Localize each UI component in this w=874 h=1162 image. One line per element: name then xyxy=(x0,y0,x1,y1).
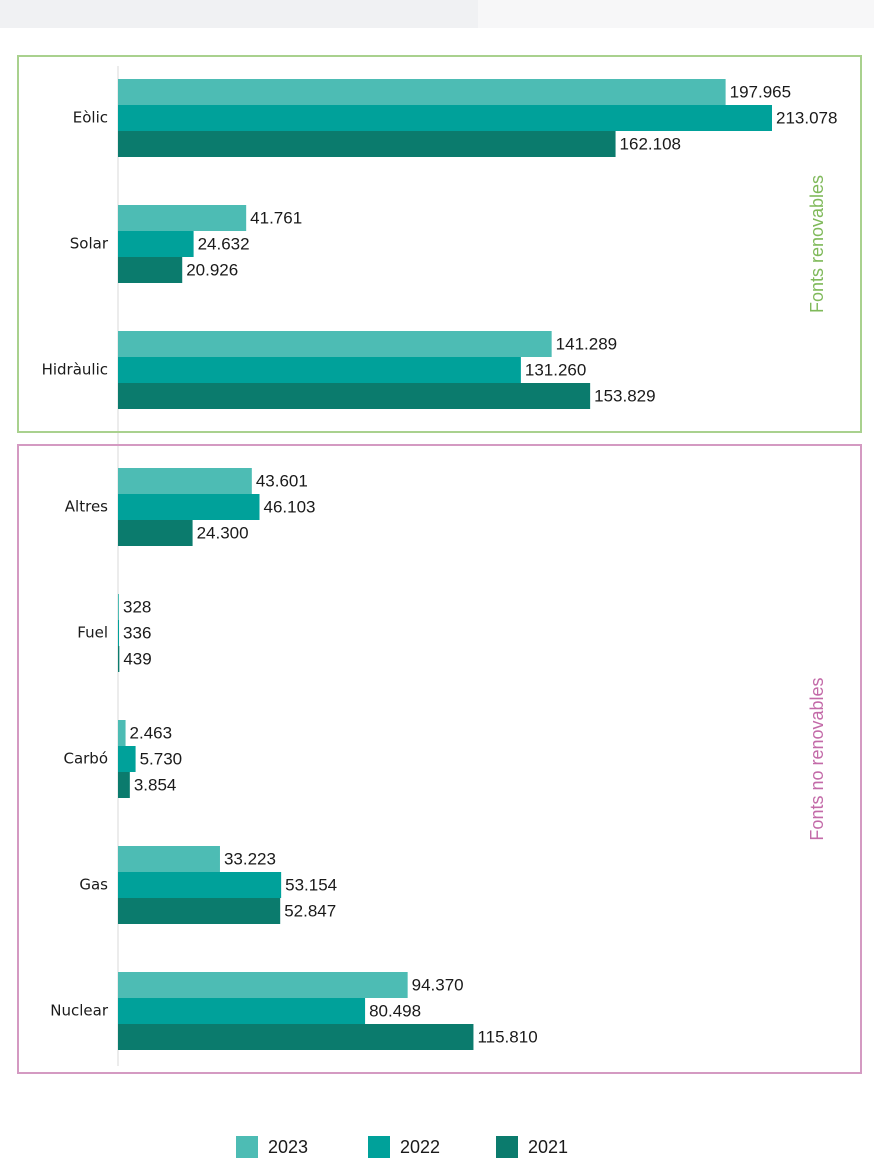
value-label: 43.601 xyxy=(256,471,308,490)
bar xyxy=(118,646,120,672)
bar xyxy=(118,720,126,746)
value-label: 439 xyxy=(123,649,151,668)
category-label: Gas xyxy=(79,876,108,894)
legend-swatch xyxy=(368,1136,390,1158)
bar xyxy=(118,520,193,546)
value-label: 52.847 xyxy=(284,901,336,920)
legend-label: 2022 xyxy=(400,1137,440,1157)
value-label: 24.300 xyxy=(197,523,249,542)
value-label: 162.108 xyxy=(620,134,681,153)
value-label: 53.154 xyxy=(285,875,337,894)
value-label: 80.498 xyxy=(369,1001,421,1020)
group-label: Fonts no renovables xyxy=(807,677,827,840)
legend-label: 2023 xyxy=(268,1137,308,1157)
bar xyxy=(118,972,408,998)
category-label: Nuclear xyxy=(50,1002,109,1020)
bar xyxy=(118,357,521,383)
category-label: Carbó xyxy=(63,750,108,768)
group-box xyxy=(17,444,862,1074)
value-label: 41.761 xyxy=(250,208,302,227)
bar xyxy=(118,846,220,872)
value-label: 141.289 xyxy=(556,334,617,353)
value-label: 328 xyxy=(123,597,151,616)
bar xyxy=(118,594,120,620)
legend-swatch xyxy=(496,1136,518,1158)
group-box xyxy=(17,55,862,433)
value-label: 5.730 xyxy=(140,749,183,768)
value-label: 3.854 xyxy=(134,775,177,794)
bar xyxy=(118,131,616,157)
bar xyxy=(118,772,130,798)
category-label: Eòlic xyxy=(73,109,108,127)
bar xyxy=(118,331,552,357)
value-label: 94.370 xyxy=(412,975,464,994)
bar xyxy=(118,746,136,772)
category-label: Altres xyxy=(65,498,108,516)
bar xyxy=(118,872,282,898)
value-label: 33.223 xyxy=(224,849,276,868)
value-label: 24.632 xyxy=(198,234,250,253)
value-label: 213.078 xyxy=(776,108,837,127)
bar xyxy=(118,620,120,646)
bar xyxy=(118,205,247,231)
value-label: 115.810 xyxy=(477,1027,537,1046)
bar xyxy=(118,79,726,105)
bar xyxy=(118,998,366,1024)
bar xyxy=(118,105,772,131)
top-tab xyxy=(0,0,478,28)
category-label: Solar xyxy=(70,235,109,253)
bar xyxy=(118,468,252,494)
bar xyxy=(118,257,183,283)
value-label: 2.463 xyxy=(130,723,173,742)
category-label: Fuel xyxy=(77,624,108,642)
bar xyxy=(118,231,194,257)
value-label: 46.103 xyxy=(264,497,316,516)
value-label: 153.829 xyxy=(594,386,655,405)
value-label: 336 xyxy=(123,623,151,642)
legend-label: 2021 xyxy=(528,1137,568,1157)
value-label: 197.965 xyxy=(730,82,791,101)
group-label: Fonts renovables xyxy=(807,175,827,313)
bar xyxy=(118,383,591,409)
value-label: 131.260 xyxy=(525,360,586,379)
category-label: Hidràulic xyxy=(42,361,108,379)
bar xyxy=(118,494,260,520)
value-label: 20.926 xyxy=(186,260,238,279)
bar xyxy=(118,898,281,924)
bar xyxy=(118,1024,474,1050)
legend-swatch xyxy=(236,1136,258,1158)
